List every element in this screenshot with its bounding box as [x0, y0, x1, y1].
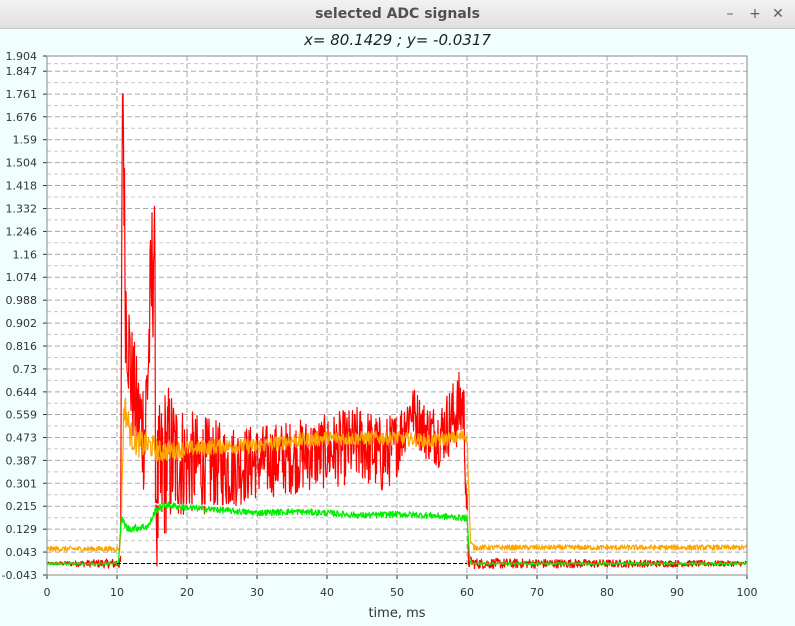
y-tick-label: 1.504: [6, 157, 38, 170]
x-tick-label: 50: [390, 586, 404, 599]
axes: -0.043 0.043 0.129 0.215 0.301 0.387 0.473 0.55…: [2, 50, 758, 599]
y-tick-label: 0.473: [6, 431, 38, 444]
y-tick-label: 1.16: [13, 248, 38, 261]
close-icon[interactable]: ✕: [772, 6, 784, 22]
cursor-coordinate-readout: x= 80.1429 ; y= -0.0317: [304, 31, 491, 49]
minimize-icon[interactable]: –: [726, 6, 734, 22]
series-line-2: [46, 501, 748, 566]
y-tick-label: -0.043: [2, 569, 37, 582]
x-axis-label: time, ms: [368, 606, 425, 621]
y-tick-label: 1.246: [6, 225, 38, 238]
x-tick-label: 80: [600, 586, 614, 599]
y-tick-label: 0.73: [13, 363, 38, 376]
y-tick-label: 0.644: [6, 386, 38, 399]
x-tick-label: 70: [530, 586, 544, 599]
y-tick-label: 1.59: [13, 134, 38, 147]
y-tick-label: 1.418: [6, 180, 38, 193]
y-tick-label: 0.043: [6, 546, 38, 559]
y-tick-label: 0.902: [6, 317, 38, 330]
y-tick-label: 0.559: [6, 409, 38, 422]
y-tick-label: 1.676: [6, 111, 38, 124]
y-tick-label: 0.387: [6, 454, 38, 467]
x-tick-label: 20: [180, 586, 194, 599]
y-tick-label: 1.074: [6, 271, 38, 284]
x-tick-label: 100: [737, 586, 758, 599]
x-tick-label: 30: [250, 586, 264, 599]
y-tick-label: 1.761: [6, 88, 38, 101]
series-layer: [46, 92, 748, 570]
y-tick-label: 1.847: [6, 65, 38, 78]
y-tick-label: 0.816: [6, 340, 38, 353]
y-tick-label: 0.301: [6, 477, 38, 490]
y-tick-label: 1.332: [6, 202, 38, 215]
plot-frame: [46, 55, 748, 576]
maximize-icon[interactable]: +: [749, 6, 761, 22]
series-line-1: [46, 397, 748, 553]
window-title: selected ADC signals: [315, 6, 480, 22]
y-tick-label: 0.215: [6, 500, 38, 513]
x-tick-label: 0: [44, 586, 51, 599]
y-tick-label: 0.129: [6, 523, 38, 536]
window-titlebar[interactable]: selected ADC signals – + ✕: [0, 0, 795, 29]
x-tick-label: 10: [110, 586, 124, 599]
x-tick-label: 40: [320, 586, 334, 599]
y-tick-label: 1.904: [6, 50, 38, 63]
x-tick-label: 60: [460, 586, 474, 599]
x-tick-label: 90: [670, 586, 684, 599]
y-tick-label: 0.988: [6, 294, 38, 307]
